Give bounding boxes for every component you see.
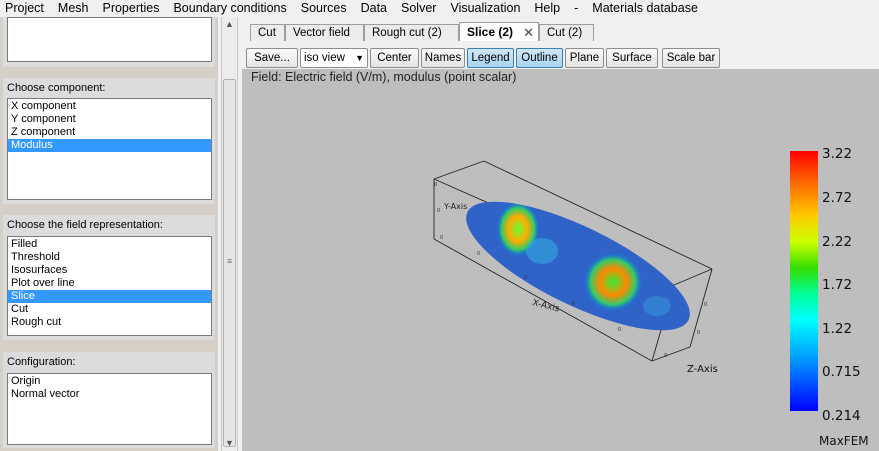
- brand-label: MaxFEM: [819, 434, 869, 448]
- y-axis-label-fragment: Y-Axis: [443, 202, 467, 211]
- legend-label-max: 3.22: [822, 146, 853, 162]
- menu-help[interactable]: Help: [534, 1, 561, 15]
- list-item-origin[interactable]: Origin: [11, 375, 41, 387]
- close-icon[interactable]: ✕: [523, 25, 534, 40]
- list-item-plot-over-line[interactable]: Plot over line: [11, 277, 75, 289]
- svg-text:0: 0: [572, 301, 575, 307]
- visualization-area: Cut Vector field Rough cut (2) Slice (2)…: [242, 17, 879, 451]
- menu-solver[interactable]: Solver: [401, 1, 437, 15]
- tab-label: Rough cut (2): [372, 27, 442, 39]
- view-select-value: iso view: [304, 52, 345, 64]
- scroll-down-arrow-icon[interactable]: ▼: [225, 438, 234, 448]
- save-button[interactable]: Save...: [246, 48, 298, 68]
- legend-label-min: 0.214: [822, 408, 861, 424]
- x-axis-label: X-Axis: [531, 298, 560, 314]
- center-button[interactable]: Center: [370, 48, 419, 68]
- menu-project[interactable]: Project: [5, 1, 44, 15]
- list-item-filled[interactable]: Filled: [11, 238, 38, 250]
- slice-disc: [466, 201, 690, 331]
- tab-vector-field[interactable]: Vector field: [285, 24, 364, 41]
- configuration-listbox[interactable]: Origin Normal vector: [7, 373, 212, 445]
- tab-label: Cut: [258, 27, 276, 39]
- list-item-modulus[interactable]: Modulus: [8, 139, 211, 152]
- legend-button[interactable]: Legend: [467, 48, 514, 68]
- list-item-z-component[interactable]: Z component: [11, 126, 76, 138]
- scroll-up-arrow-icon[interactable]: ▲: [225, 19, 234, 29]
- menu-materials-database[interactable]: Materials database: [592, 1, 698, 15]
- configuration-title: Configuration:: [7, 356, 76, 368]
- top-listbox[interactable]: [7, 17, 212, 62]
- svg-text:0: 0: [704, 302, 707, 308]
- svg-text:0: 0: [618, 327, 621, 333]
- component-listbox[interactable]: X component Y component Z component Modu…: [7, 98, 212, 200]
- representation-title: Choose the field representation:: [7, 219, 163, 231]
- svg-text:0: 0: [524, 275, 527, 281]
- tab-cut-2[interactable]: Cut (2): [539, 24, 594, 41]
- tab-bar: Cut Vector field Rough cut (2) Slice (2)…: [242, 17, 879, 42]
- field-title: Field: Electric field (V/m), modulus (po…: [251, 70, 517, 84]
- tab-rough-cut-2[interactable]: Rough cut (2): [364, 24, 459, 41]
- view-select[interactable]: iso view ▼: [300, 48, 368, 68]
- representation-listbox[interactable]: Filled Threshold Isosurfaces Plot over l…: [7, 236, 212, 336]
- legend-label-2: 2.72: [822, 190, 853, 206]
- list-item-rough-cut[interactable]: Rough cut: [11, 316, 62, 328]
- legend-label-5: 1.22: [822, 321, 853, 337]
- menu-properties[interactable]: Properties: [102, 1, 160, 15]
- axis-ticks: 0 0 0 0 0 0 0 0 0 0: [434, 182, 707, 359]
- names-button[interactable]: Names: [421, 48, 465, 68]
- svg-text:0: 0: [477, 251, 480, 257]
- slice-scene: 0 0 0 0 0 0 0 0 0 0 Y-Axis X-Axis Z-Axis: [433, 160, 718, 375]
- tab-slice-2[interactable]: Slice (2) ✕: [459, 22, 539, 42]
- representation-group: Choose the field representation: Filled …: [3, 215, 215, 340]
- menu-sources[interactable]: Sources: [300, 1, 347, 15]
- chevron-down-icon: ▼: [355, 53, 364, 63]
- list-item-slice[interactable]: Slice: [8, 290, 211, 303]
- plane-button[interactable]: Plane: [565, 48, 604, 68]
- scrollbar-thumb[interactable]: ≡: [223, 79, 236, 447]
- surface-button[interactable]: Surface: [606, 48, 658, 68]
- scale-bar-button[interactable]: Scale bar: [662, 48, 720, 68]
- svg-text:0: 0: [440, 235, 443, 241]
- legend-label-4: 1.72: [822, 277, 853, 293]
- svg-text:0: 0: [664, 353, 667, 359]
- configuration-group: Configuration: Origin Normal vector: [3, 352, 215, 448]
- menu-boundary-conditions[interactable]: Boundary conditions: [173, 1, 287, 15]
- panel-scrollbar[interactable]: ▲ ≡ ▼: [221, 17, 238, 451]
- menu-data[interactable]: Data: [360, 1, 388, 15]
- list-item-threshold[interactable]: Threshold: [11, 251, 60, 263]
- list-item-normal-vector[interactable]: Normal vector: [11, 388, 80, 400]
- tab-label: Vector field: [293, 27, 350, 39]
- svg-text:0: 0: [434, 182, 437, 188]
- 3d-viewport[interactable]: Field: Electric field (V/m), modulus (po…: [242, 69, 879, 451]
- list-item-y-component[interactable]: Y component: [11, 113, 76, 125]
- menu-separator: -: [574, 1, 579, 15]
- list-item-cut[interactable]: Cut: [11, 303, 29, 315]
- outline-button[interactable]: Outline: [516, 48, 563, 68]
- legend-label-6: 0.715: [822, 364, 861, 380]
- list-item-x-component[interactable]: X component: [11, 100, 76, 112]
- tab-label: Slice (2): [467, 25, 514, 39]
- tab-cut[interactable]: Cut: [250, 24, 285, 41]
- legend-label-3: 2.22: [822, 234, 853, 250]
- svg-text:0: 0: [697, 330, 700, 336]
- color-legend-bar: [790, 151, 818, 411]
- left-panel: Choose component: X component Y componen…: [0, 17, 218, 451]
- component-group: Choose component: X component Y componen…: [3, 78, 215, 204]
- component-title: Choose component:: [7, 82, 106, 94]
- list-item-isosurfaces[interactable]: Isosurfaces: [11, 264, 68, 276]
- menu-mesh[interactable]: Mesh: [57, 1, 89, 15]
- toolbar: Save... iso view ▼ Center Names Legend O…: [242, 41, 879, 69]
- tab-label: Cut (2): [547, 27, 583, 39]
- grip-icon: ≡: [227, 256, 233, 266]
- top-group: [3, 17, 215, 67]
- svg-text:0: 0: [437, 208, 440, 214]
- menu-visualization[interactable]: Visualization: [450, 1, 521, 15]
- z-axis-label: Z-Axis: [687, 364, 718, 375]
- menu-bar: Project Mesh Properties Boundary conditi…: [0, 0, 879, 17]
